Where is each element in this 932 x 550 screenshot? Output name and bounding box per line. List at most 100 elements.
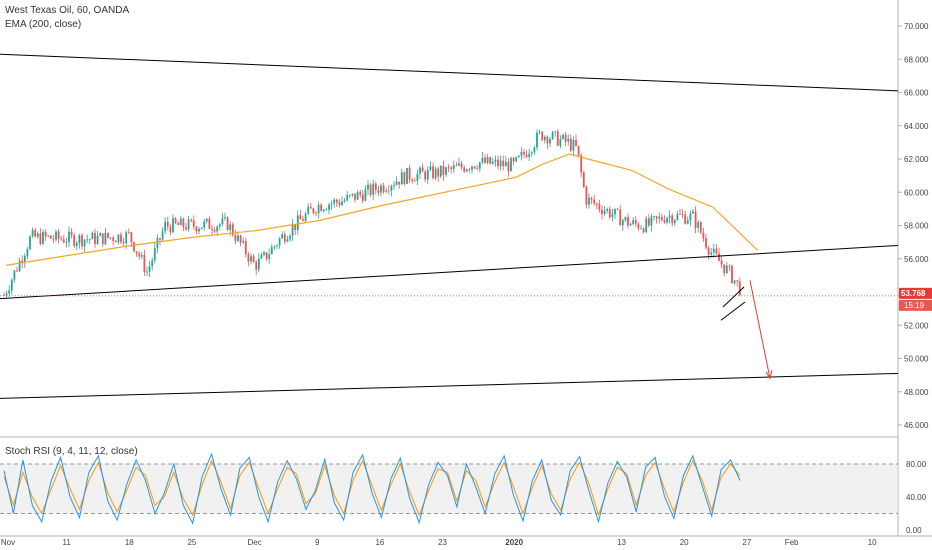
candle-body: [523, 151, 525, 155]
candle-body: [718, 253, 720, 261]
candle-body: [398, 181, 401, 185]
candle-body: [330, 203, 333, 205]
candle-body: [135, 251, 138, 254]
candle-body: [234, 235, 237, 241]
stoch-layer: [3, 452, 741, 525]
candle-body: [192, 220, 195, 227]
candle-body: [400, 172, 403, 185]
candle-body: [299, 215, 302, 220]
candle-body: [393, 185, 395, 187]
candle-body: [16, 270, 18, 272]
candle-body: [122, 242, 125, 244]
candle-body: [315, 212, 317, 214]
candle-body: [31, 229, 34, 237]
candle-body: [226, 217, 229, 231]
candle-body: [200, 227, 203, 229]
candle-body: [140, 254, 143, 257]
candle-body: [551, 132, 554, 139]
ema-layer: [5, 153, 759, 266]
candle-body: [94, 232, 96, 244]
candle-body: [29, 236, 31, 250]
candle-body: [541, 131, 544, 141]
time-axis-label: 23: [438, 538, 447, 547]
candle-body: [601, 209, 603, 214]
candle-body: [486, 157, 489, 163]
candle-body: [624, 217, 627, 220]
candle-body: [231, 224, 234, 236]
candle-body: [580, 155, 583, 173]
candle-body: [608, 209, 611, 218]
price-tick-label: 60.000: [904, 188, 929, 197]
candle-body: [65, 242, 68, 244]
stoch-k-line: [3, 452, 741, 525]
candle-body: [47, 235, 50, 237]
candle-body: [348, 195, 351, 196]
candle-body: [96, 236, 99, 244]
candle-body: [367, 184, 369, 190]
time-axis-label: Dec: [247, 538, 261, 547]
candle-body: [161, 231, 164, 240]
candle-body: [546, 136, 549, 144]
candle-body: [190, 219, 193, 221]
candle-body: [117, 234, 120, 243]
candle-body: [413, 180, 416, 182]
candle-body: [723, 264, 726, 274]
time-axis-label: 27: [742, 538, 751, 547]
candle-body: [221, 218, 224, 225]
candle-body: [515, 156, 518, 162]
candle-body: [265, 252, 268, 259]
candle-body: [374, 183, 377, 191]
candle-body: [78, 235, 81, 244]
candle-body: [593, 199, 596, 204]
price-tick-label: 46.000: [904, 421, 929, 430]
candle-body: [216, 226, 219, 232]
candle-body: [598, 204, 601, 210]
candle-body: [179, 218, 182, 226]
candle-body: [533, 147, 536, 153]
candle-body: [497, 159, 499, 167]
candle-body: [712, 248, 715, 253]
candle-body: [575, 140, 577, 146]
candle-body: [148, 266, 151, 272]
candle-body: [621, 219, 624, 226]
candle-body: [445, 167, 447, 175]
candle-body: [432, 166, 434, 179]
candle-body: [536, 132, 538, 148]
candle-body: [276, 245, 278, 247]
candle-body: [325, 209, 328, 211]
price-tick-label: 70.000: [904, 22, 929, 31]
candle-body: [715, 248, 718, 254]
candle-body: [278, 238, 281, 246]
candle-body: [166, 221, 169, 227]
candle-body: [556, 131, 559, 146]
candle-body: [70, 231, 73, 236]
candle-body: [484, 157, 486, 163]
candle-body: [49, 235, 52, 239]
candle-body: [692, 211, 694, 214]
candle-body: [494, 159, 497, 162]
candle-body: [356, 192, 359, 200]
candle-body: [361, 194, 364, 201]
candle-body: [57, 231, 60, 239]
candle-body: [205, 218, 208, 222]
candle-body: [377, 190, 380, 193]
price-tick-label: 50.000: [904, 355, 929, 364]
candle-body: [543, 136, 546, 141]
candle-body: [463, 167, 466, 172]
candle-body: [439, 165, 442, 177]
candle-body: [164, 221, 167, 232]
candle-body: [437, 168, 440, 177]
price-tick-label: 58.000: [904, 222, 929, 231]
candle-body: [273, 246, 276, 248]
stoch-d-line: [3, 459, 741, 517]
candle-body: [562, 134, 564, 139]
candle-body: [458, 163, 460, 166]
candle-body: [187, 219, 190, 230]
candle-body: [372, 183, 375, 195]
time-axis-label: 13: [617, 538, 626, 547]
candle-body: [658, 216, 661, 219]
candle-body: [707, 247, 710, 255]
candle-body: [304, 213, 307, 221]
candle-body: [351, 193, 354, 196]
